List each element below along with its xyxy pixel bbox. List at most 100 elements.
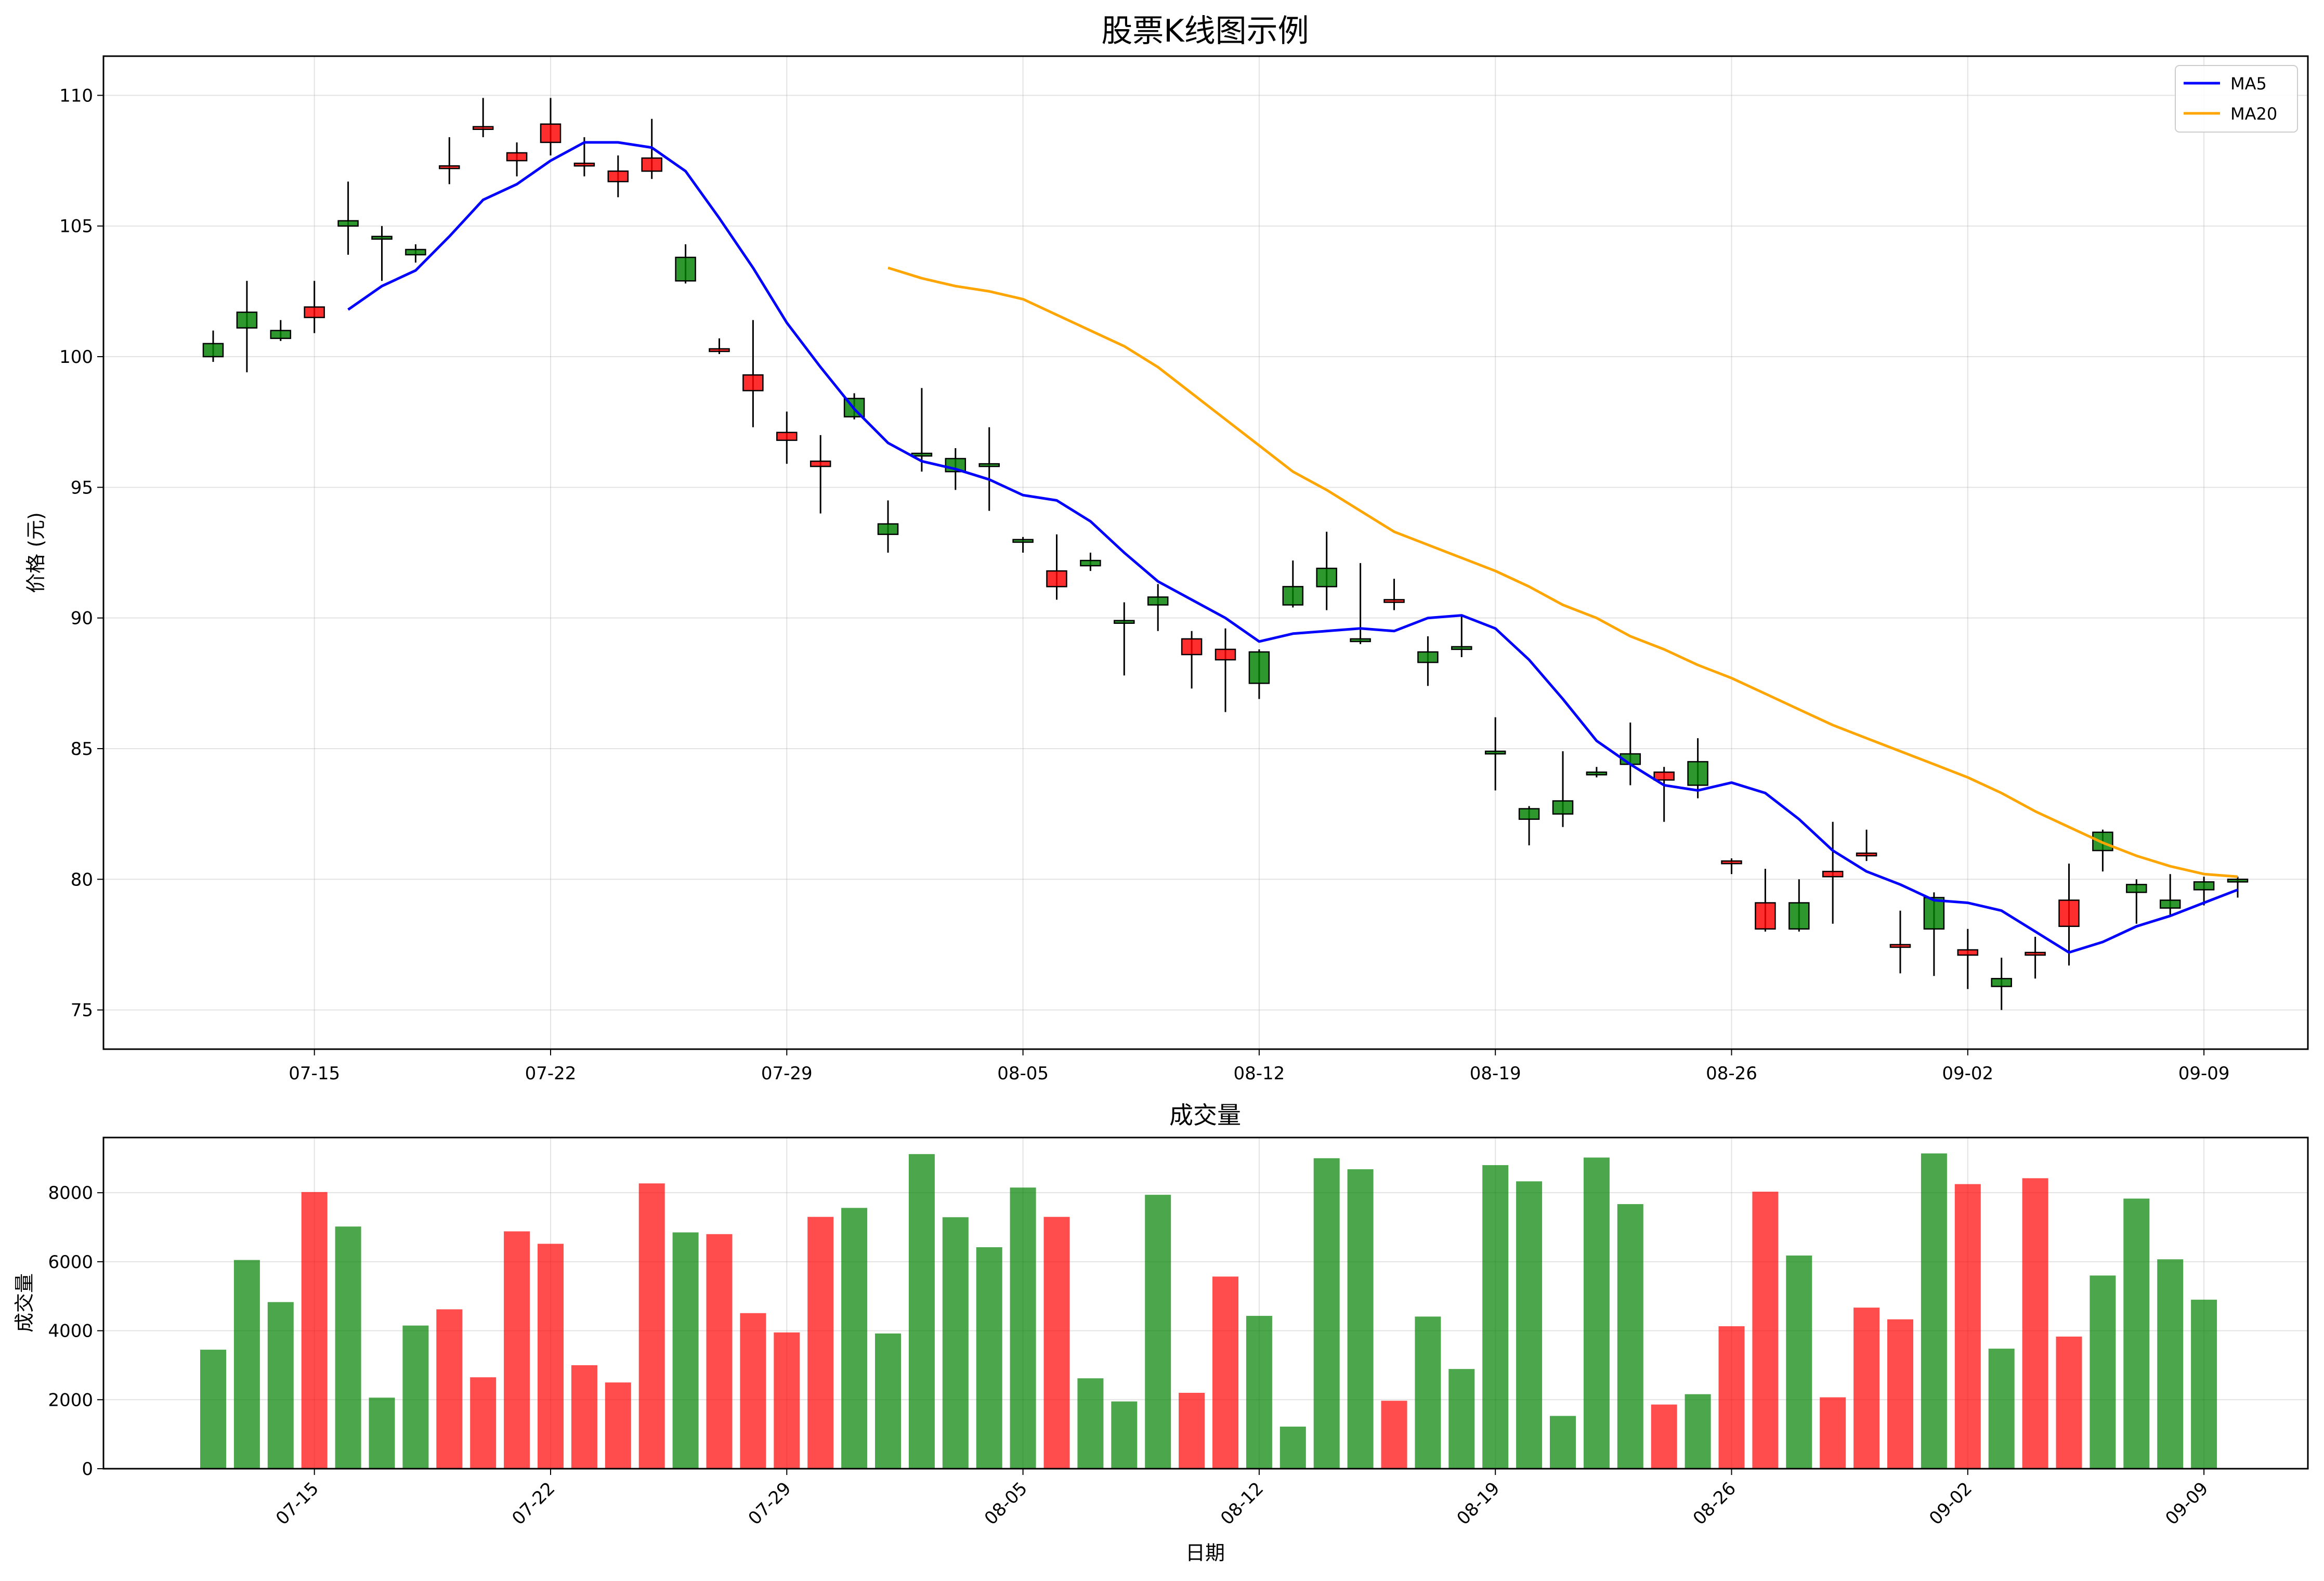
volume-bar [1010,1187,1036,1469]
volume-bar [1988,1349,2015,1469]
volume-x-tick-label: 08-12 [1217,1478,1268,1529]
candle-body [1181,638,1203,656]
volume-x-tick-label: 08-19 [1453,1478,1504,1529]
candle-body [911,452,933,457]
price-x-tick-label: 07-29 [761,1063,813,1084]
candle-body [877,523,899,535]
volume-bar [1954,1184,1981,1469]
candle-body [709,348,730,352]
volume-bar [301,1192,328,1469]
price-plot-frame [102,55,2309,1050]
volume-bar [807,1217,834,1469]
price-y-tick-label: 85 [71,739,93,760]
candle-body [776,432,798,441]
candle-body [1889,944,1911,948]
candle-body [1586,771,1608,776]
volume-bar [1347,1169,1374,1469]
candle-body [1484,750,1506,755]
volume-bar [1111,1401,1138,1469]
price-y-tick-label: 95 [71,477,93,498]
volume-bar [774,1332,800,1469]
volume-bar [1212,1276,1238,1469]
volume-bars [200,1153,2217,1469]
price-y-tick-label: 110 [59,85,93,106]
volume-x-tick-label: 09-02 [1925,1478,1976,1529]
volume-x-tick-label: 07-22 [508,1478,559,1529]
candle-body [1215,648,1236,661]
legend: MA5 MA20 [2175,65,2298,133]
candle-body [1552,800,1574,815]
candle-body [1923,897,1945,930]
candle-body [1822,870,1844,878]
price-x-tick-label: 08-12 [1234,1063,1285,1084]
price-x-tick-label: 08-05 [997,1063,1049,1084]
candle-body [1316,567,1337,587]
volume-bar [1415,1316,1441,1469]
candle-body [1687,761,1708,786]
candle-body [742,374,764,391]
volume-bar [1820,1397,1846,1469]
moving-average-lines [347,141,2238,954]
volume-x-tick-label: 09-09 [2161,1478,2212,1529]
volume-x-tick-label: 07-29 [745,1478,795,1529]
volume-y-tick-label: 4000 [48,1321,93,1342]
price-x-tick-label: 09-09 [2178,1063,2230,1084]
volume-bar [200,1350,226,1469]
candle-body [675,256,696,282]
volume-bar [841,1208,868,1469]
volume-bar [1145,1195,1171,1469]
volume-bar [908,1154,935,1469]
candle-body [573,162,595,167]
volume-bar [470,1377,497,1469]
volume-bar [267,1302,294,1469]
volume-bar [2157,1259,2184,1469]
candle-body [2058,899,2080,927]
volume-bar [1043,1217,1070,1469]
volume-bar [369,1397,395,1469]
volume-bar [1313,1158,1340,1469]
candle-body [810,460,831,467]
volume-bar [638,1183,665,1469]
candle-body [2126,884,2147,893]
volume-bar [1246,1316,1272,1469]
candle-body [1383,599,1405,603]
volume-bar [1853,1308,1880,1469]
candle-body [1350,638,1371,643]
volume-bar [504,1231,530,1469]
volume-y-tick-label: 6000 [48,1252,93,1273]
candle-body [472,126,494,130]
candle-body [1518,808,1540,820]
candle-body [978,463,1000,467]
candle-body [607,170,629,182]
price-chart-title: 股票K线图示例 [1101,13,1309,49]
volume-bar [875,1333,901,1469]
candle-body [1788,902,1810,930]
candle-body [371,236,393,240]
volume-bar [2022,1178,2048,1469]
candle-body [1856,852,1877,857]
volume-bar [538,1244,564,1469]
volume-bar [2191,1299,2217,1469]
volume-bar [1482,1165,1509,1469]
price-x-tick-label: 08-19 [1470,1063,1521,1084]
volume-plot-frame [102,1136,2309,1470]
candle-body [1991,978,2012,987]
volume-bar [402,1325,429,1469]
price-y-tick-label: 105 [59,216,93,237]
price-y-tick-label: 90 [71,608,93,629]
legend-ma20-label: MA20 [2230,104,2277,124]
price-x-tick-label: 07-22 [525,1063,577,1084]
volume-bar [942,1217,969,1469]
candle-body [1282,586,1304,606]
ma20-line [887,266,2238,878]
candle-body [304,306,325,318]
volume-y-tick-label: 8000 [48,1183,93,1204]
volume-bar [706,1234,733,1469]
candle-body [540,123,562,143]
candle-body [2025,951,2046,956]
candle-body [439,165,460,169]
candle-body [1755,902,1776,930]
candle-body [1417,651,1439,663]
